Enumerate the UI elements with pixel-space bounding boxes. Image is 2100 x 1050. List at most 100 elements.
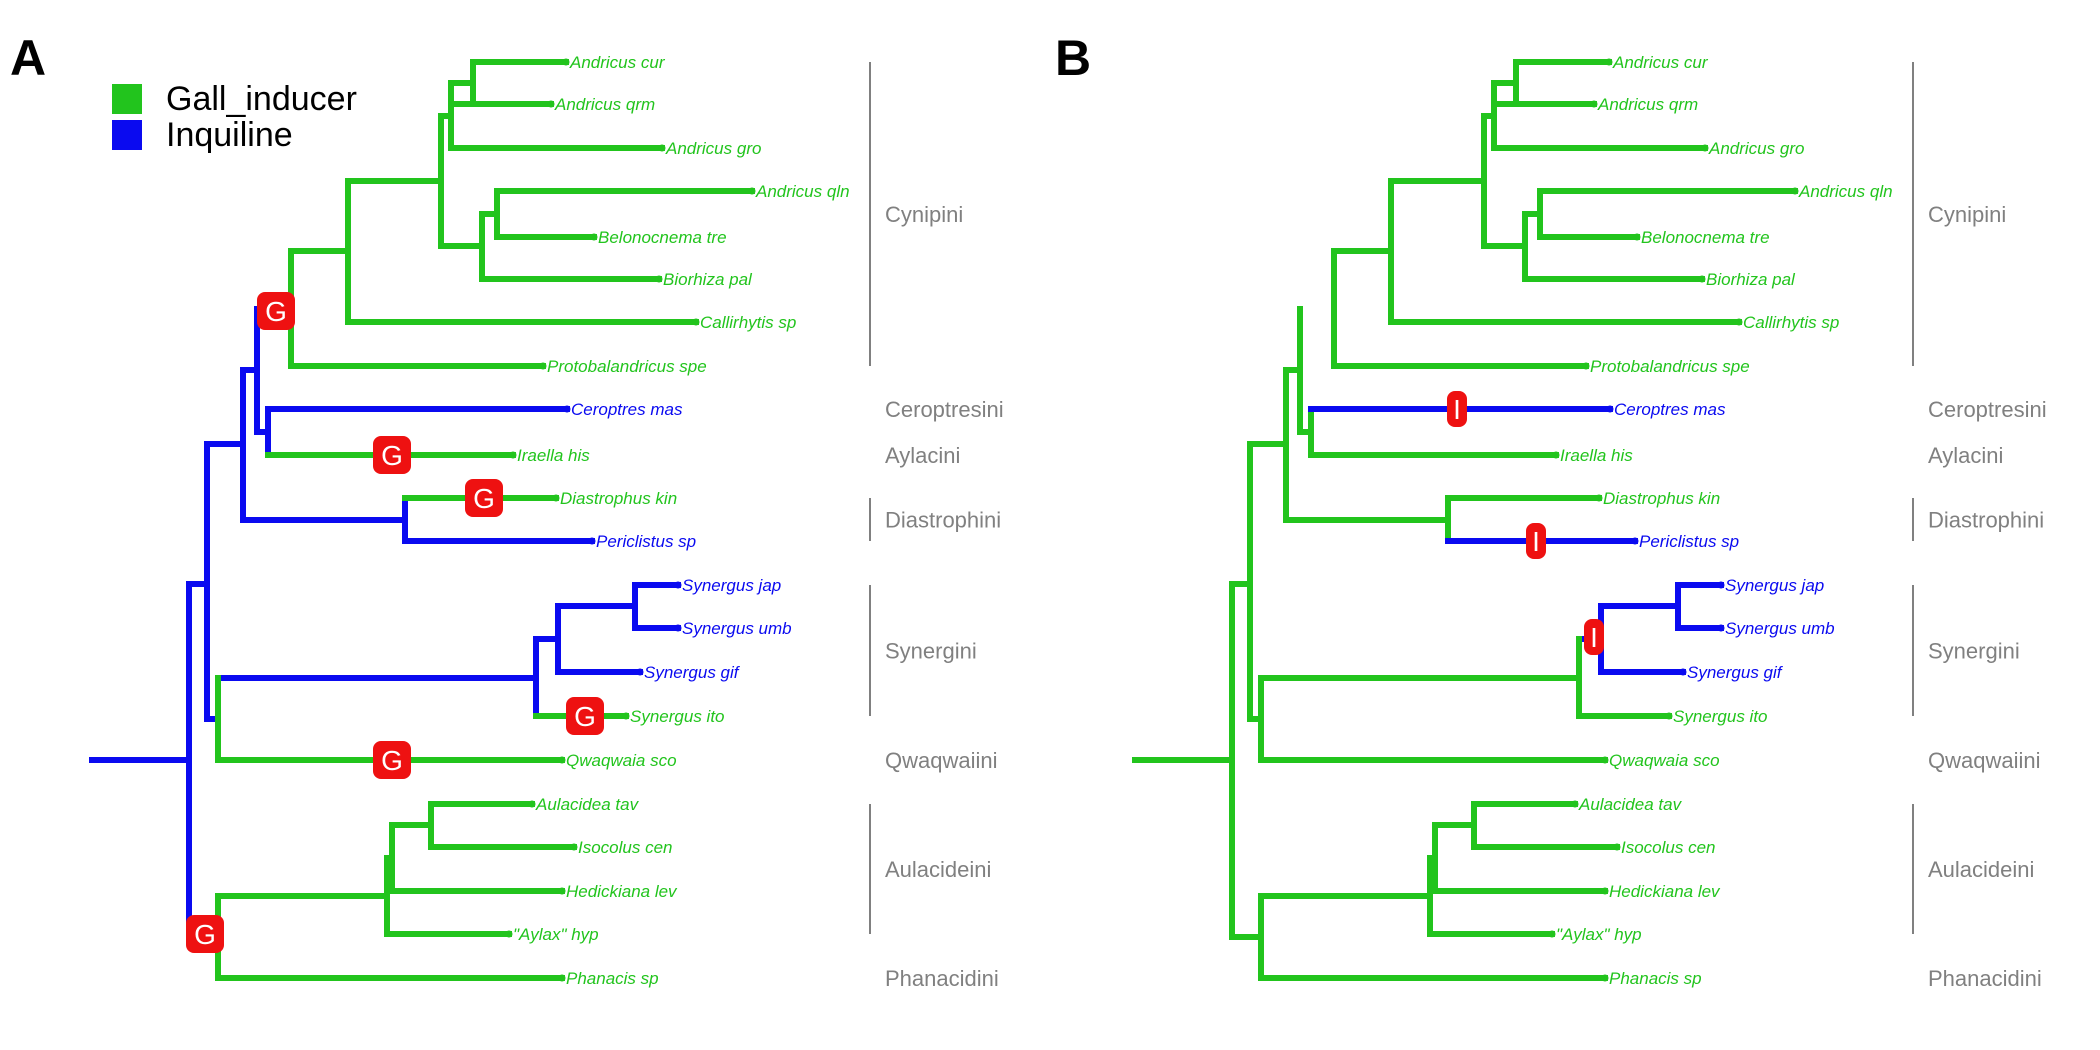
tip-point <box>748 187 756 195</box>
tip-point <box>1571 800 1579 808</box>
taxon-label: Synergus umb <box>1725 619 1835 638</box>
tip-point <box>622 712 630 720</box>
tip-point <box>1606 405 1614 413</box>
taxon-label: Ceroptres mas <box>571 400 683 419</box>
taxon-label: Phanacis sp <box>566 969 659 988</box>
tip-point <box>1582 362 1590 370</box>
tip-point <box>674 581 682 589</box>
taxon-label: Diastrophus kin <box>1603 489 1720 508</box>
tip-point <box>505 930 513 938</box>
tip-point <box>655 275 663 283</box>
inquiline-origin-marker <box>1447 391 1467 427</box>
taxon-label: Protobalandricus spe <box>1590 357 1750 376</box>
tribe-label: Diastrophini <box>885 508 1001 533</box>
taxon-label: Callirhytis sp <box>1743 313 1839 332</box>
tip-point <box>539 362 547 370</box>
tip-point <box>1590 100 1598 108</box>
tree-a: Andricus cur Andricus qrm Andricus gro Andr… <box>89 53 850 988</box>
tip-point <box>590 233 598 241</box>
gall-origin-marker <box>257 292 295 330</box>
taxon-label: Andricus qln <box>1798 182 1893 201</box>
taxon-label: "Aylax" hyp <box>513 925 599 944</box>
tip-point <box>1735 318 1743 326</box>
taxon-label: Andricus qrm <box>1597 95 1698 114</box>
taxon-label: Biorhiza pal <box>663 270 753 289</box>
tip-point <box>588 537 596 545</box>
taxon-label: Synergus ito <box>1673 707 1768 726</box>
tribe-label: Synergini <box>1928 639 2020 664</box>
inquiline-origin-marker <box>1526 523 1546 559</box>
legend-label-gall: Gall_inducer <box>166 80 357 118</box>
taxon-label: Iraella his <box>517 446 590 465</box>
tip-point <box>1791 187 1799 195</box>
tip-point <box>570 843 578 851</box>
marker-label: G <box>194 919 216 950</box>
tip-point <box>547 100 555 108</box>
tip-point <box>1698 275 1706 283</box>
tip-point <box>1679 668 1687 676</box>
taxon-label: Belonocnema tre <box>1641 228 1770 247</box>
legend: Gall_inducer Inquiline <box>112 80 357 154</box>
panel-a: A Gall_inducer Inquiline Andricus curAnd… <box>10 30 850 988</box>
taxon-label: Isocolus cen <box>1621 838 1716 857</box>
taxon-label: Andricus gro <box>665 139 761 158</box>
tip-point <box>1552 451 1560 459</box>
tip-point <box>1595 494 1603 502</box>
gall-origin-marker <box>186 915 224 953</box>
tip-point <box>1701 144 1709 152</box>
taxon-label: Periclistus sp <box>1639 532 1739 551</box>
tree-b: Andricus cur Andricus qrm Andricus gro Andr… <box>1132 53 1893 988</box>
taxon-label: Synergus umb <box>682 619 792 638</box>
tip-point <box>558 887 566 895</box>
taxon-label: Isocolus cen <box>578 838 673 857</box>
taxon-label: Andricus qrm <box>554 95 655 114</box>
legend-swatch-gall <box>112 84 142 114</box>
taxon-label: Andricus cur <box>569 53 666 72</box>
taxon-label: Qwaqwaia sco <box>566 751 677 770</box>
tip-point <box>528 800 536 808</box>
tribe-label: Synergini <box>885 639 977 664</box>
gall-origin-marker <box>566 697 604 735</box>
tip-point <box>558 974 566 982</box>
clade-brackets: Cynipini Ceroptresini Aylacini Diastrophini… <box>1912 62 2047 991</box>
gall-origin-marker <box>373 741 411 779</box>
tribe-label: Cynipini <box>885 202 963 227</box>
taxon-label: Synergus gif <box>644 663 741 682</box>
tip-point <box>563 405 571 413</box>
taxon-label: Hedickiana lev <box>1609 882 1721 901</box>
tip-point <box>552 494 560 502</box>
tip-point <box>558 756 566 764</box>
marker-label: I <box>1532 526 1540 557</box>
gall-origin-marker <box>373 436 411 474</box>
tribe-label: Ceroptresini <box>885 397 1004 422</box>
tip-point <box>509 451 517 459</box>
taxon-label: Phanacis sp <box>1609 969 1702 988</box>
tip-point <box>1613 843 1621 851</box>
tip-point <box>1605 58 1613 66</box>
tribe-label: Phanacidini <box>1928 966 2042 991</box>
taxon-label: Iraella his <box>1560 446 1633 465</box>
clade-brackets: Cynipini Ceroptresini Aylacini Diastrophini… <box>869 62 1004 991</box>
tip-point <box>1548 930 1556 938</box>
tribe-label: Phanacidini <box>885 966 999 991</box>
marker-label: G <box>473 483 495 514</box>
tribe-label: Qwaqwaiini <box>885 748 998 773</box>
marker-label: G <box>574 701 596 732</box>
taxon-label: Hedickiana lev <box>566 882 678 901</box>
taxon-label: Periclistus sp <box>596 532 696 551</box>
gall-origin-marker <box>465 479 503 517</box>
taxon-label: Aulacidea tav <box>535 795 640 814</box>
tribe-label: Diastrophini <box>1928 508 2044 533</box>
taxon-label: Andricus qln <box>755 182 850 201</box>
taxon-label: Andricus cur <box>1612 53 1709 72</box>
tip-point <box>1633 233 1641 241</box>
tip-point <box>658 144 666 152</box>
taxon-label: Andricus gro <box>1708 139 1804 158</box>
tip-point <box>1601 887 1609 895</box>
marker-label: I <box>1453 394 1461 425</box>
tribe-label: Ceroptresini <box>1928 397 2047 422</box>
tip-point <box>1717 581 1725 589</box>
taxon-label: Aulacidea tav <box>1578 795 1683 814</box>
marker-label: G <box>381 440 403 471</box>
tip-point <box>562 58 570 66</box>
